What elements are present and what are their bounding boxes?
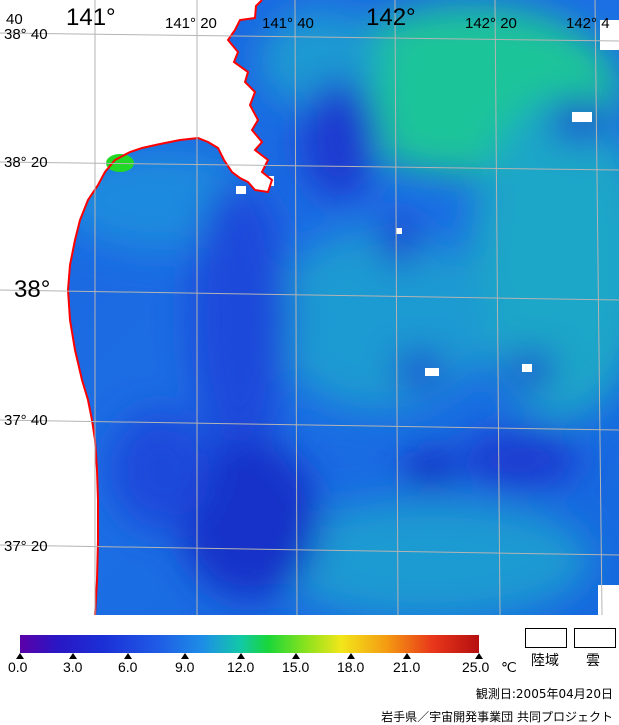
colorbar-unit: ℃ [501, 659, 517, 675]
cloud-legend-label: 雲 [586, 653, 600, 669]
lon-label-142: 142° [366, 4, 416, 31]
colorbar-tick-label: 21.0 [393, 659, 421, 675]
colorbar-tick [69, 653, 77, 659]
colorbar-tick-label: 9.0 [175, 659, 195, 675]
colorbar-tick [181, 653, 189, 659]
colorbar-tick-label: 15.0 [282, 659, 310, 675]
lat-label-38: 38° [14, 276, 51, 303]
colorbar-tick [237, 653, 245, 659]
colorbar-tick-label: 6.0 [118, 659, 138, 675]
colorbar-tick-label: 18.0 [337, 659, 365, 675]
colorbar-tick-label: 0.0 [8, 659, 28, 675]
corner-label: 40 [6, 11, 23, 28]
colorbar-tick [292, 653, 300, 659]
cloud-legend-swatch [574, 628, 616, 648]
colorbar-tick-label: 25.0 [462, 659, 490, 675]
temperature-field [60, 5, 619, 615]
lat-label-38-40: 38° 40 [4, 26, 48, 43]
lat-label-38-20: 38° 20 [4, 154, 48, 171]
lat-label-37-40: 37° 40 [4, 412, 48, 429]
lon-label-141-20: 141° 20 [165, 15, 217, 32]
sea-surface-temperature-map [0, 0, 619, 615]
lon-label-142-40: 142° 4 [566, 15, 610, 32]
coastline [66, 0, 274, 615]
temperature-colorbar [20, 635, 479, 653]
project-credit: 岩手県／宇宙開発事業団 共同プロジェクト [381, 710, 613, 724]
colorbar-tick [16, 653, 24, 659]
colorbar-tick [475, 653, 483, 659]
land-area [0, 0, 272, 615]
colorbar-tick-label: 12.0 [227, 659, 255, 675]
land-legend-swatch [525, 628, 567, 648]
graticule [0, 0, 619, 615]
lon-label-142-20: 142° 20 [465, 15, 517, 32]
lat-label-37-20: 37° 20 [4, 538, 48, 555]
colorbar-tick-label: 3.0 [63, 659, 83, 675]
land-legend-label: 陸域 [531, 653, 559, 669]
observation-date: 観測日:2005年04月20日 [475, 687, 613, 701]
lon-label-141: 141° [66, 4, 116, 31]
colorbar-tick [403, 653, 411, 659]
colorbar-tick [124, 653, 132, 659]
lon-label-141-40: 141° 40 [262, 15, 314, 32]
coastal-warm-patch [106, 154, 134, 172]
colorbar-tick [347, 653, 355, 659]
